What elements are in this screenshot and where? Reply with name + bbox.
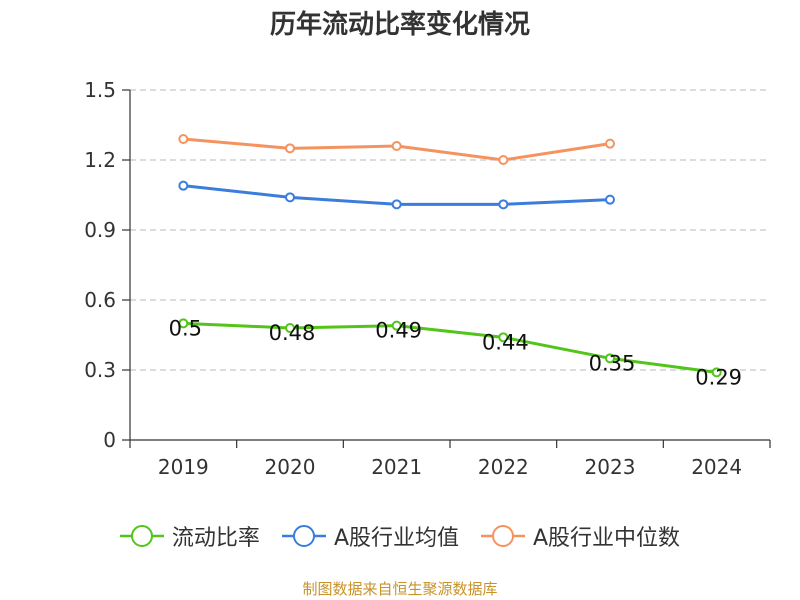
data-point [498, 155, 509, 165]
x-tick-label: 2020 [265, 455, 316, 479]
data-point [391, 199, 402, 210]
data-label: 0.48 [269, 321, 316, 345]
data-point [178, 180, 189, 191]
y-tick-label: 1.5 [84, 78, 116, 102]
y-tick-label: 0.6 [84, 288, 116, 312]
x-tick-label: 2022 [478, 455, 529, 479]
legend-label-industry-mean: A股行业均值 [333, 526, 459, 551]
data-point [605, 353, 615, 364]
x-tick-label: 2019 [158, 455, 209, 479]
y-tick-label: 0 [103, 428, 116, 452]
data-point [178, 134, 189, 144]
x-tick-label: 2024 [691, 455, 742, 479]
legend: 流动比率 A股行业均值 A股行业中位数 [0, 520, 800, 552]
legend-marker-industry-mean [281, 525, 326, 547]
data-point [285, 143, 295, 154]
data-point [285, 323, 295, 333]
data-point [498, 332, 509, 343]
y-tick-label: 1.2 [84, 148, 116, 172]
data-point [178, 318, 189, 329]
data-point [605, 194, 615, 205]
data-point [391, 320, 402, 331]
x-tick-label: 2021 [371, 455, 422, 479]
legend-marker-ratio [119, 525, 164, 547]
data-label: 0.49 [375, 319, 422, 343]
legend-label-industry-median: A股行业中位数 [533, 526, 681, 551]
chart-title: 历年流动比率变化情况 [269, 10, 530, 40]
legend-marker-industry-median [481, 525, 525, 547]
x-tick-label: 2023 [585, 455, 636, 479]
series-line [183, 321, 717, 374]
data-label: 0.44 [482, 330, 529, 354]
legend-label-ratio: 流动比率 [171, 526, 260, 551]
legend-item-ratio[interactable]: 流动比率 [119, 520, 260, 552]
legend-item-industry-median[interactable]: A股行业中位数 [481, 520, 680, 552]
data-point [605, 138, 615, 149]
data-point [498, 199, 509, 210]
data-point [285, 192, 295, 203]
y-tick-label: 0.9 [84, 218, 116, 242]
legend-item-industry-mean[interactable]: A股行业均值 [281, 520, 459, 552]
y-tick-label: 0.3 [84, 358, 116, 382]
data-point [711, 367, 722, 378]
data-source-note: 制图数据来自恒生聚源数据库 [302, 580, 498, 598]
data-label: 0.35 [589, 351, 636, 375]
data-label: 0.5 [169, 316, 202, 340]
data-point [391, 141, 402, 151]
data-label: 0.29 [695, 365, 742, 389]
